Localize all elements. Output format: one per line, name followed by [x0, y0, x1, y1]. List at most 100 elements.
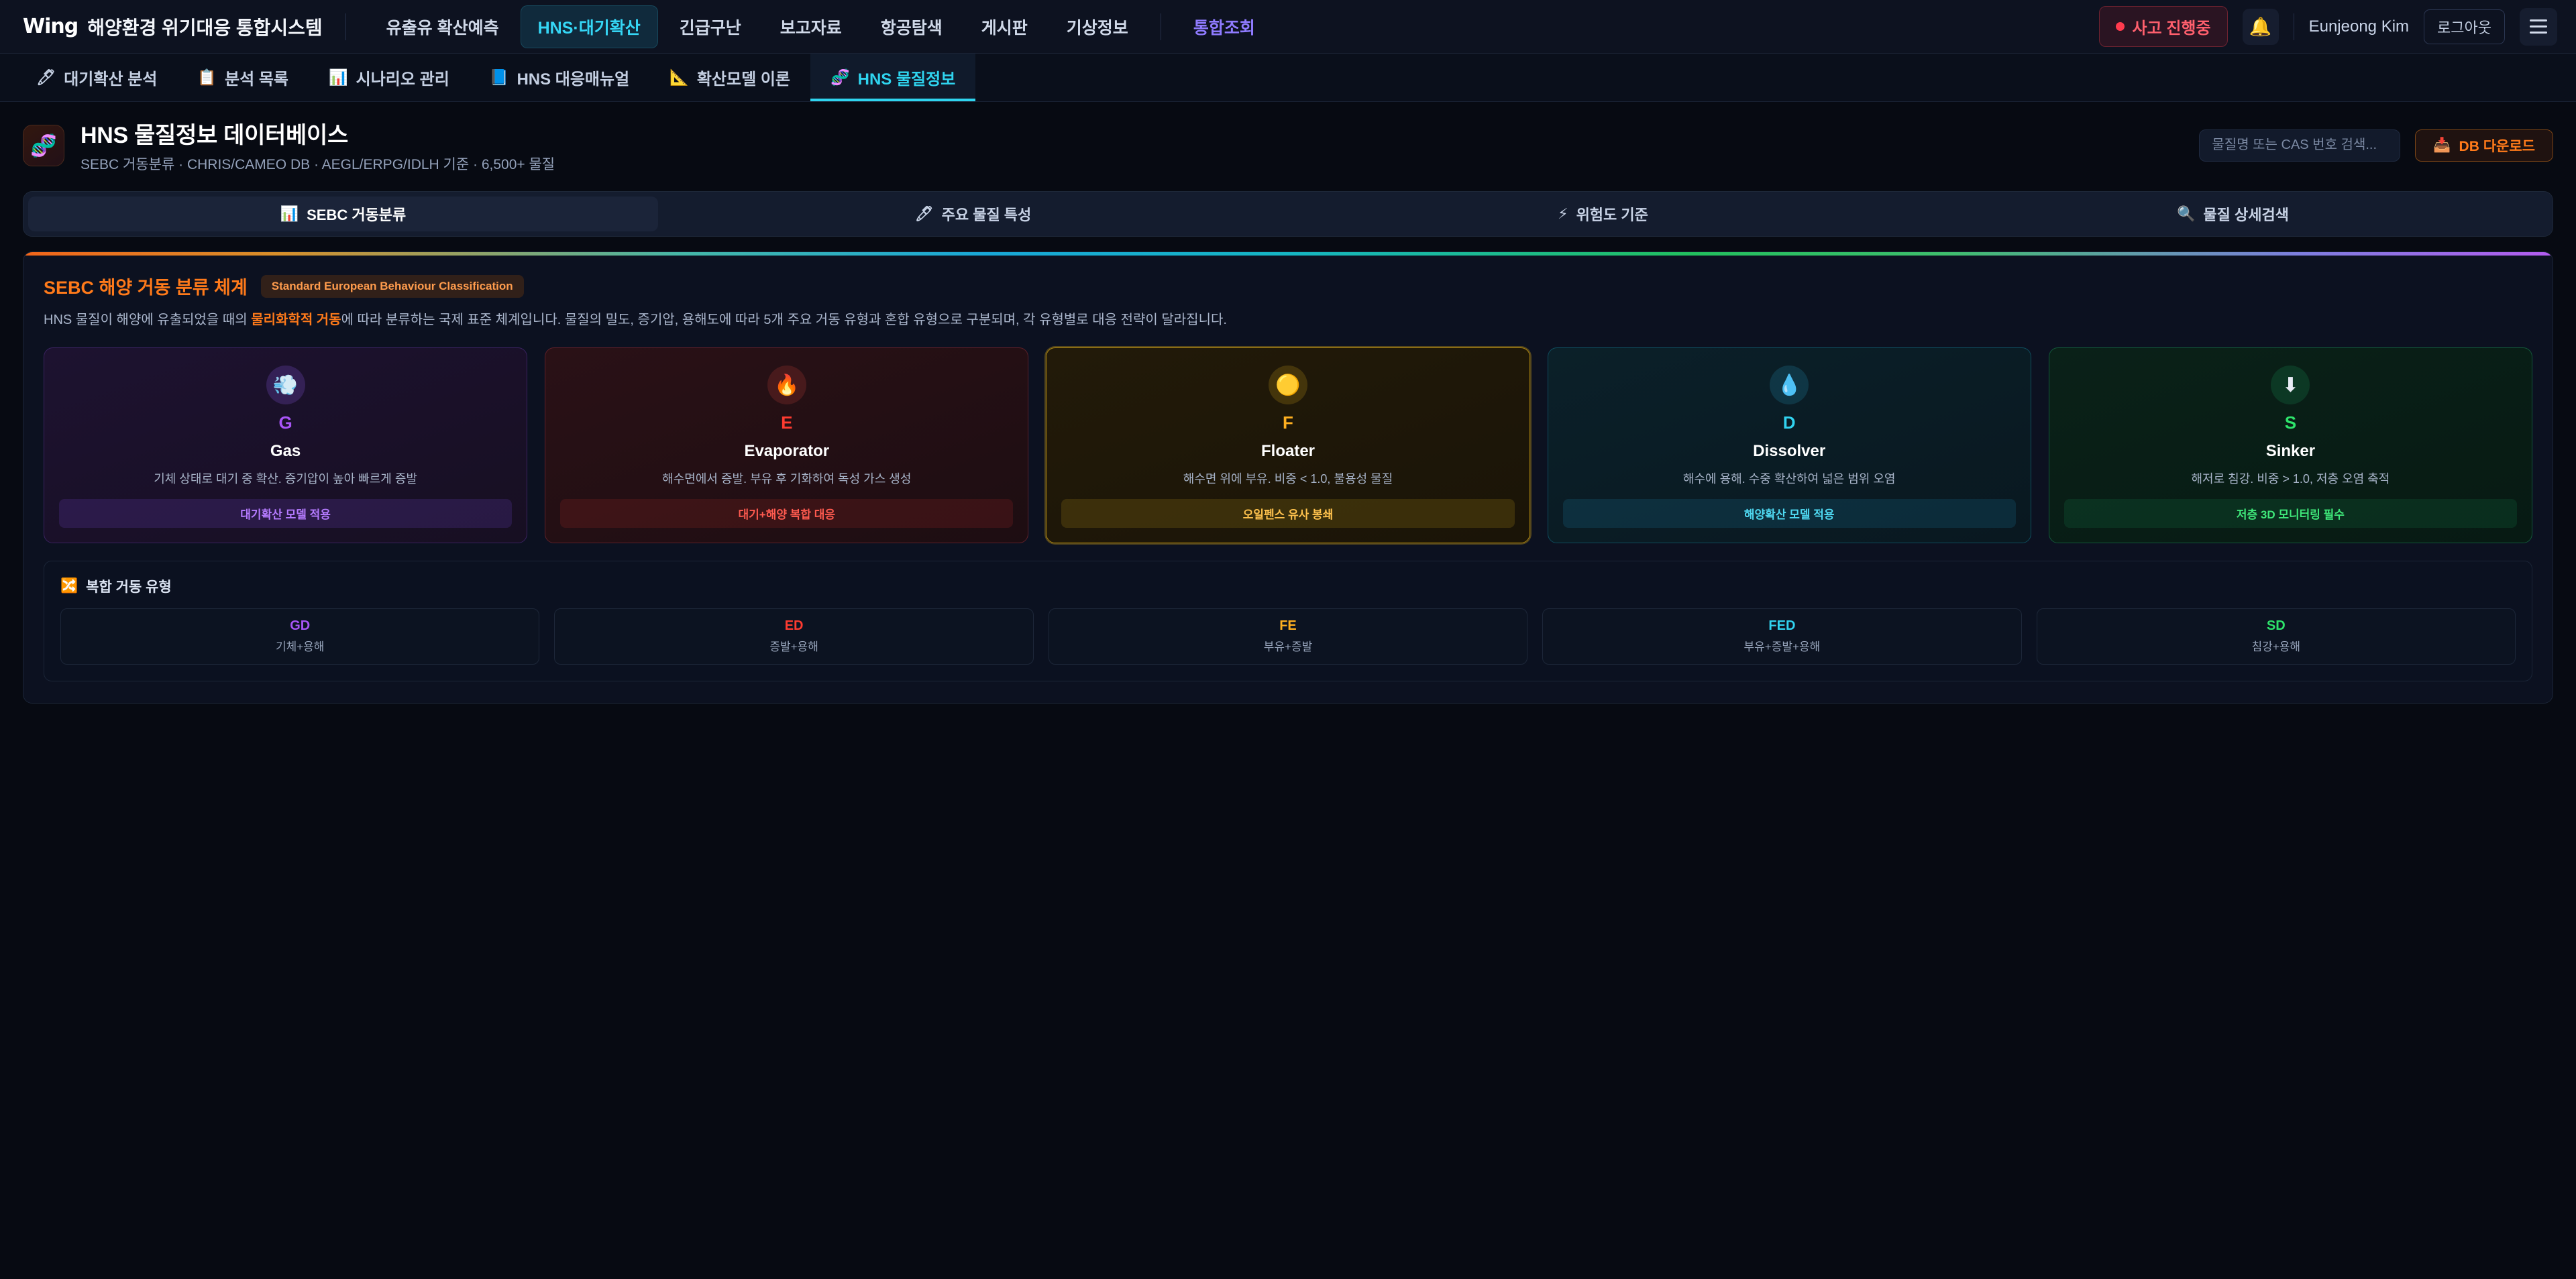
behaviour-card-evaporator[interactable]: 🔥 E Evaporator 해수면에서 증발. 부유 후 기화하여 독성 가스… — [545, 347, 1029, 543]
combined-behaviour-title-row: 🔀 복합 거동 유형 — [60, 576, 2516, 596]
combined-behaviour-title: 복합 거동 유형 — [86, 579, 172, 595]
clipboard-icon: 📋 — [197, 68, 217, 86]
tab-substance-properties[interactable]: 🖊 주요 물질 특성 — [658, 197, 1288, 231]
sub-tab-bar: 🖊 대기확산 분석 📋 분석 목록 📊 시나리오 관리 📘 HNS 대응매뉴얼 … — [0, 54, 2576, 102]
sebc-title: SEBC 해양 거동 분류 체계 — [44, 278, 248, 298]
behaviour-code: D — [1782, 412, 1796, 433]
combined-behaviour-grid: GD 기체+용해 ED 증발+용해 FE 부유+증발 FED 부유+증발+용해 — [60, 608, 2516, 665]
subtab-atmospheric-analysis[interactable]: 🖊 대기확산 분석 — [16, 54, 177, 101]
nav-item-board[interactable]: 게시판 — [981, 18, 1028, 38]
subtab-label: HNS 물질정보 — [857, 70, 956, 89]
download-icon: 📥 — [2433, 137, 2451, 153]
brand-title: 해양환경 위기대응 통합시스템 — [87, 17, 323, 38]
combo-card-gd[interactable]: GD 기체+용해 — [60, 608, 540, 665]
search-icon: 🔍 — [2177, 205, 2196, 222]
behaviour-response-tag: 오일펜스 유사 봉쇄 — [1061, 499, 1515, 528]
book-icon: 📘 — [489, 68, 509, 86]
nav-item-integrated-search[interactable]: 통합조회 — [1193, 18, 1255, 38]
combo-label: 증발+용해 — [769, 641, 818, 653]
sebc-desc-part2: 에 따라 분류하는 국제 표준 체계입니다. 물질의 밀도, 증기압, 용해도에… — [341, 313, 1227, 327]
nav-item-reports[interactable]: 보고자료 — [780, 18, 842, 38]
menu-hamburger-icon[interactable] — [2520, 7, 2557, 46]
behaviour-description: 해수에 용해. 수중 확산하여 넓은 범위 오염 — [1682, 472, 1896, 486]
page-title: HNS 물질정보 데이터베이스 — [80, 123, 348, 148]
shuffle-icon: 🔀 — [60, 578, 78, 594]
combo-label: 부유+증발 — [1263, 641, 1313, 653]
subtab-dispersion-theory[interactable]: 📐 확산모델 이론 — [649, 54, 810, 101]
behaviour-card-sinker[interactable]: ⬇ S Sinker 해저로 침강. 비중 > 1.0, 저층 오염 축적 저층… — [2048, 347, 2532, 543]
bar-chart-icon: 📊 — [280, 205, 299, 222]
incident-status-badge[interactable]: 사고 진행중 — [2098, 6, 2228, 47]
behaviour-name: Gas — [270, 442, 301, 460]
subtab-hns-substance-info[interactable]: 🧬 HNS 물질정보 — [810, 54, 976, 101]
behaviour-card-gas[interactable]: 💨 G Gas 기체 상태로 대기 중 확산. 증기압이 높아 빠르게 증발 대… — [44, 347, 528, 543]
username-label: Eunjeong Kim — [2308, 17, 2410, 36]
tab-label: 물질 상세검색 — [2203, 207, 2289, 223]
subtab-label: 대기확산 분석 — [64, 70, 158, 89]
behaviour-code: F — [1283, 412, 1293, 433]
nav-item-emergency[interactable]: 긴급구난 — [679, 18, 741, 38]
subtab-analysis-list[interactable]: 📋 분석 목록 — [177, 54, 309, 101]
dna-icon: 🧬 — [830, 68, 850, 86]
behaviour-card-grid: 💨 G Gas 기체 상태로 대기 중 확산. 증기압이 높아 빠르게 증발 대… — [44, 347, 2532, 543]
combo-card-sd[interactable]: SD 침강+용해 — [2036, 608, 2516, 665]
behaviour-name: Evaporator — [744, 442, 830, 460]
combo-code: ED — [784, 618, 804, 633]
notification-bell-icon[interactable]: 🔔 — [2242, 8, 2279, 45]
tab-sebc-classification[interactable]: 📊 SEBC 거동분류 — [28, 197, 658, 231]
main-nav: 유출유 확산예측 HNS·대기확산 긴급구난 보고자료 항공탐색 게시판 기상정… — [369, 5, 1273, 48]
page-header-actions: 📥 DB 다운로드 — [2199, 129, 2553, 162]
combo-code: FE — [1279, 618, 1297, 633]
behaviour-card-dissolver[interactable]: 💧 D Dissolver 해수에 용해. 수중 확산하여 넓은 범위 오염 해… — [1547, 347, 2031, 543]
brand-logo: Wing — [23, 14, 78, 38]
behaviour-description: 해저로 침강. 비중 > 1.0, 저층 오염 축적 — [2191, 472, 2390, 486]
nav-item-oil-spill[interactable]: 유출유 확산예측 — [386, 18, 499, 38]
db-download-button[interactable]: 📥 DB 다운로드 — [2415, 129, 2553, 162]
tab-label: SEBC 거동분류 — [307, 207, 407, 223]
tab-label: 위험도 기준 — [1576, 207, 1648, 223]
behaviour-code: G — [278, 412, 292, 433]
nav-item-weather[interactable]: 기상정보 — [1066, 18, 1128, 38]
behaviour-code: S — [2284, 412, 2297, 433]
page-content: 🧬 HNS 물질정보 데이터베이스 SEBC 거동분류 · CHRIS/CAME… — [0, 102, 2576, 704]
combo-label: 침강+용해 — [2251, 641, 2301, 653]
tab-substance-detail-search[interactable]: 🔍 물질 상세검색 — [1918, 197, 2548, 231]
behaviour-name: Sinker — [2265, 442, 2316, 460]
sebc-description: HNS 물질이 해양에 유출되었을 때의 물리화학적 거동에 따라 분류하는 국… — [44, 310, 2532, 330]
combo-code: FED — [1768, 618, 1796, 633]
pen-icon: 🖊 — [914, 205, 934, 222]
combined-behaviour-section: 🔀 복합 거동 유형 GD 기체+용해 ED 증발+용해 FE 부유+증발 — [44, 561, 2532, 681]
nav-item-hns-atmospheric[interactable]: HNS·대기확산 — [520, 5, 658, 48]
combo-card-fe[interactable]: FE 부유+증발 — [1048, 608, 1528, 665]
combo-label: 기체+용해 — [275, 641, 325, 653]
search-input[interactable] — [2199, 129, 2401, 162]
floating-droplet-icon: 🟡 — [1268, 366, 1307, 404]
behaviour-name: Dissolver — [1753, 442, 1826, 460]
gas-cloud-icon: 💨 — [266, 366, 305, 404]
combo-label: 부유+증발+용해 — [1743, 641, 1821, 653]
sebc-standard-chip: Standard European Behaviour Classificati… — [260, 274, 524, 298]
behaviour-response-tag: 저층 3D 모니터링 필수 — [2063, 499, 2517, 528]
subtab-label: 시나리오 관리 — [356, 70, 449, 89]
sebc-desc-highlight: 물리화학적 거동 — [251, 313, 341, 327]
behaviour-card-floater[interactable]: 🟡 F Floater 해수면 위에 부유. 비중 < 1.0, 불용성 물질 … — [1046, 347, 1530, 543]
sebc-panel: SEBC 해양 거동 분류 체계 Standard European Behav… — [23, 252, 2553, 704]
page-header: 🧬 HNS 물질정보 데이터베이스 SEBC 거동분류 · CHRIS/CAME… — [23, 117, 2553, 174]
pen-icon: 🖊 — [36, 68, 56, 86]
down-arrow-icon: ⬇ — [2271, 366, 2310, 404]
incident-dot-icon — [2115, 22, 2125, 31]
combo-card-fed[interactable]: FED 부유+증발+용해 — [1542, 608, 2022, 665]
behaviour-name: Floater — [1260, 442, 1315, 460]
nav-item-aerial-search[interactable]: 항공탐색 — [880, 18, 943, 38]
combo-card-ed[interactable]: ED 증발+용해 — [554, 608, 1034, 665]
combo-code: SD — [2266, 618, 2286, 633]
subtab-hns-manual[interactable]: 📘 HNS 대응매뉴얼 — [470, 54, 649, 101]
behaviour-response-tag: 대기+해양 복합 대응 — [560, 499, 1014, 528]
subtab-label: 분석 목록 — [225, 70, 288, 89]
behaviour-description: 기체 상태로 대기 중 확산. 증기압이 높아 빠르게 증발 — [154, 472, 417, 486]
bar-chart-icon: 📊 — [329, 68, 348, 86]
subtab-scenario-management[interactable]: 📊 시나리오 관리 — [309, 54, 470, 101]
logout-button[interactable]: 로그아웃 — [2424, 9, 2505, 44]
tab-hazard-criteria[interactable]: ⚡ 위험도 기준 — [1288, 197, 1918, 231]
db-download-label: DB 다운로드 — [2459, 138, 2535, 154]
